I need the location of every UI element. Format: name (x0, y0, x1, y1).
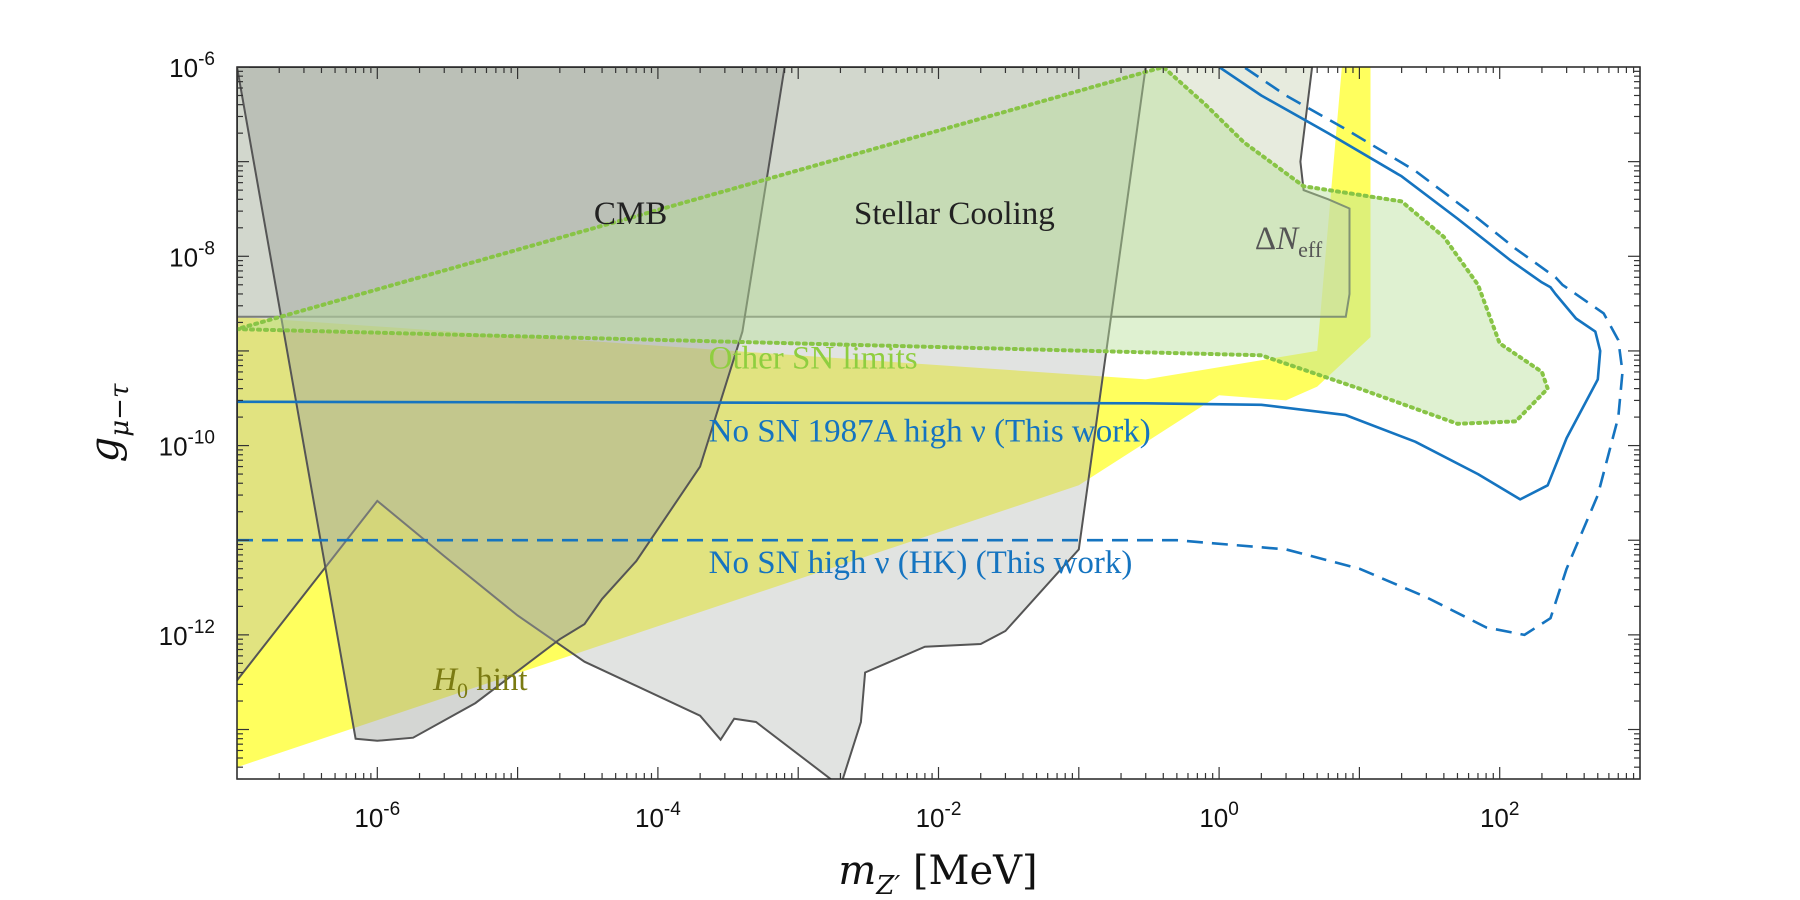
region-stellar-cooling (237, 67, 1147, 779)
x-tick-label: 10-2 (916, 799, 962, 833)
series-no-sn-high-hk-this-work (237, 67, 1624, 637)
annotation-sn1987: No SN 1987A high ν (This work) (709, 414, 1151, 450)
annotation-h0: H0 hint (432, 662, 527, 703)
annotation-snhk: No SN high ν (HK) (This work) (709, 545, 1133, 581)
y-tick-label: 10-12 (159, 617, 215, 651)
region-cmb (237, 67, 786, 742)
x-tick-label: 10-6 (354, 799, 400, 833)
annotation-neff: ΔNeff (1255, 221, 1323, 262)
y-axis-label: gμ−τ (82, 383, 135, 462)
region-other-sn-limits (237, 67, 1550, 426)
annotation-cmb: CMB (594, 196, 667, 232)
series-no-sn-1987a-high-this-work (237, 67, 1602, 501)
x-tick-label: 100 (1199, 799, 1239, 833)
y-tick-label: 10-10 (159, 428, 215, 462)
x-tick-label: 102 (1480, 799, 1520, 833)
x-axis-label: mZ′ [MeV] (838, 848, 1037, 900)
annotation-othersn: Other SN limits (709, 341, 918, 377)
y-tick-label: 10-6 (169, 49, 215, 83)
x-tick-label: 10-4 (635, 799, 681, 833)
region-n-eff (237, 67, 1351, 318)
annotation-stellar: Stellar Cooling (854, 196, 1055, 232)
y-tick-label: 10-8 (169, 238, 215, 272)
region-h-0-hint (237, 67, 1371, 768)
